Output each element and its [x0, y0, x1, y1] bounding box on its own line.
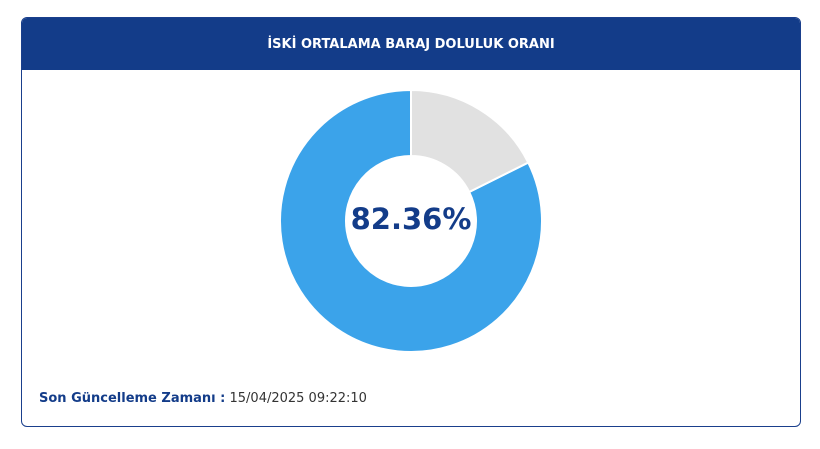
chart-title: İSKİ ORTALAMA BARAJ DOLULUK ORANI	[267, 36, 555, 52]
donut-segment	[279, 88, 543, 353]
footer: Son Güncelleme Zamanı : 15/04/2025 09:22…	[39, 391, 367, 406]
chart: 82.36%	[279, 88, 543, 353]
footer-label: Son Güncelleme Zamanı :	[39, 391, 226, 406]
card-header: İSKİ ORTALAMA BARAJ DOLULUK ORANI	[22, 18, 800, 70]
card: İSKİ ORTALAMA BARAJ DOLULUK ORANI 82.36%…	[21, 17, 801, 427]
timestamp: 15/04/2025 09:22:10	[229, 391, 367, 406]
center-label: 82.36%	[351, 202, 472, 236]
donut-segment	[410, 88, 530, 194]
